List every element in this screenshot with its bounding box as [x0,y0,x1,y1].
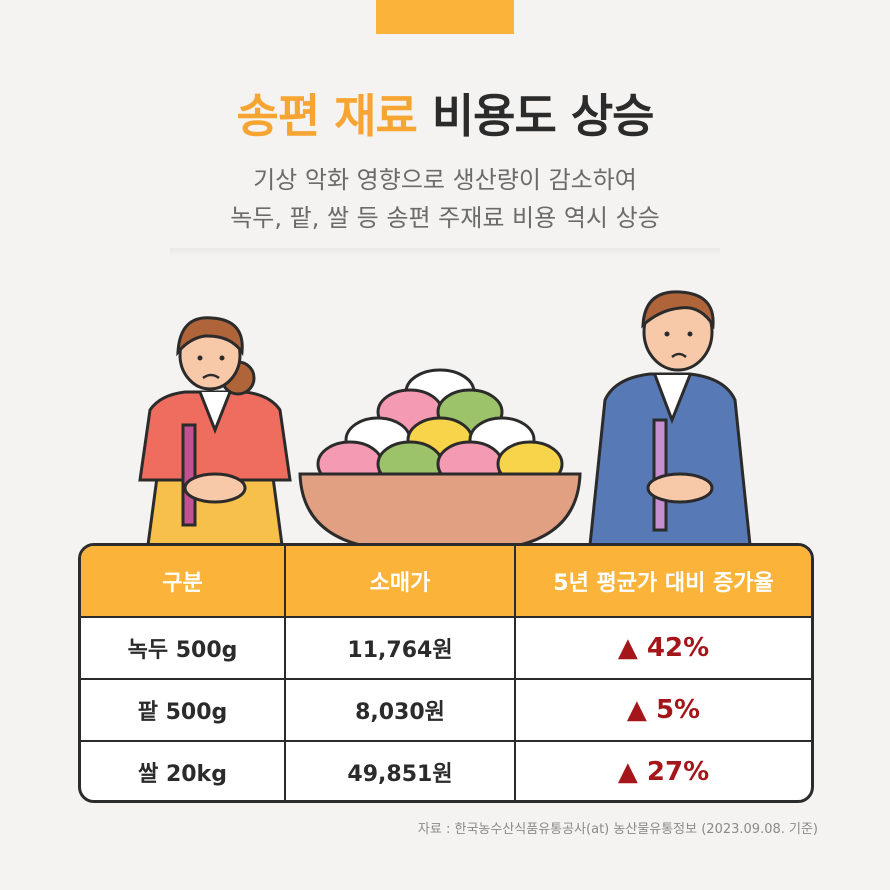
price-cell: 11,764원 [286,618,516,678]
woman-illustration [138,316,292,547]
increase-cell: ▲ 5% [626,695,701,725]
item-cell: 녹두 500g [81,618,286,678]
item-cell: 쌀 20kg [81,742,286,800]
item-cell: 팥 500g [81,680,286,740]
page-title: 송편 재료 비용도 상승 [0,80,890,146]
title-highlight: 송편 재료 [236,89,418,143]
table-row: 쌀 20kg 49,851원 ▲ 27% [81,740,811,800]
table-row: 녹두 500g 11,764원 ▲ 42% [81,616,811,678]
table-header-row: 구분 소매가 5년 평균가 대비 증가율 [81,546,811,616]
header-retail-price: 소매가 [286,546,516,616]
price-cell: 49,851원 [286,742,516,800]
source-note: 자료 : 한국농수산식품유통공사(at) 농산물유통정보 (2023.09.08… [417,822,818,837]
price-table: 구분 소매가 5년 평균가 대비 증가율 녹두 500g 11,764원 ▲ 4… [78,543,814,803]
price-cell: 8,030원 [286,680,516,740]
top-accent-tab [376,0,514,34]
songpyeon-bowl-illustration [298,368,582,547]
table-row: 팥 500g 8,030원 ▲ 5% [81,678,811,740]
man-illustration [588,290,752,547]
increase-cell: ▲ 42% [617,633,710,663]
subtitle-line-1: 기상 악화 영향으로 생산량이 감소하여 [253,166,637,194]
header-increase-rate: 5년 평균가 대비 증가율 [553,571,774,596]
subtitle-line-2: 녹두, 팥, 쌀 등 송편 주재료 비용 역시 상승 [230,204,660,232]
title-rest: 비용도 상승 [431,89,655,143]
header-category: 구분 [81,546,286,616]
divider [170,248,720,256]
increase-cell: ▲ 27% [617,757,710,787]
